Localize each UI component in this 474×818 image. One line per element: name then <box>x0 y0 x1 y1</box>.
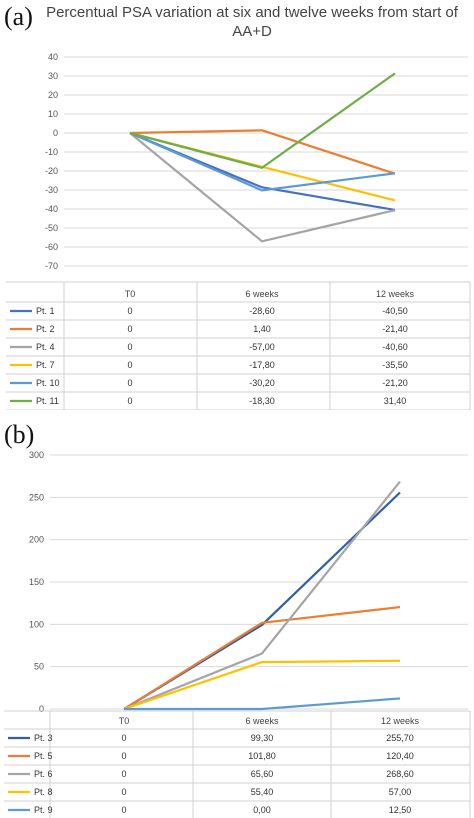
chart-b-data-label: 57,00 <box>389 787 412 797</box>
chart-b-y-tick-label: 100 <box>29 619 44 629</box>
panel-a-letter: (a) <box>4 2 33 31</box>
chart-a-y-tick-label: -60 <box>45 242 58 252</box>
chart-a-legend-label: Pt. 11 <box>36 396 59 406</box>
chart-b-legend-label: Pt. 6 <box>34 769 53 779</box>
chart-b-data-label: 99,30 <box>251 733 274 743</box>
chart-a-data-label: -30,20 <box>249 378 275 388</box>
chart-a-legend-label: Pt. 4 <box>36 342 55 352</box>
chart-b-legend-label: Pt. 8 <box>34 787 53 797</box>
chart-a-y-tick-label: -30 <box>45 185 58 195</box>
chart-a-series-line-pt-2 <box>129 129 396 175</box>
chart-b-data-label: 0 <box>121 805 126 815</box>
chart-a-y-tick-label: -70 <box>45 261 58 271</box>
chart-b-series-line-pt-3 <box>123 491 401 710</box>
chart-b-data-label: 255,70 <box>386 733 414 743</box>
chart-b-data-label: 55,40 <box>251 787 274 797</box>
chart-a-data-label: 0 <box>127 396 132 406</box>
chart-a-legend-label: Pt. 10 <box>36 378 60 388</box>
chart-b-data-label: 268,60 <box>386 769 414 779</box>
chart-a-data-label: 0 <box>127 324 132 334</box>
chart-a-y-tick-label: -50 <box>45 223 58 233</box>
chart-a-y-tick-label: -40 <box>45 204 58 214</box>
chart-b-data-label: 101,80 <box>248 751 276 761</box>
chart-b-data-label: 0 <box>121 769 126 779</box>
chart-a-title: Percentual PSA variation at six and twel… <box>46 4 458 40</box>
chart-b-y-tick-label: 200 <box>29 535 44 545</box>
chart-b-data-label: 65,60 <box>251 769 274 779</box>
chart-a-category-label: 12 weeks <box>376 289 415 299</box>
chart-a-y-tick-label: 40 <box>48 52 58 62</box>
chart-a-y-tick-label: 0 <box>53 128 58 138</box>
panel-b-letter: (b) <box>4 420 35 449</box>
chart-a-data-label: 0 <box>127 378 132 388</box>
chart-b-data-label: 0 <box>121 751 126 761</box>
chart-a-data-label: -17,80 <box>249 360 275 370</box>
chart-a-y-tick-label: -10 <box>45 147 58 157</box>
chart-a-data-label: 0 <box>127 306 132 316</box>
chart-a-data-label: -40,60 <box>382 342 408 352</box>
chart-b-data-label: 0 <box>121 733 126 743</box>
chart-a-data-label: -35,50 <box>382 360 408 370</box>
chart-a-data-label: 0 <box>127 360 132 370</box>
chart-a-data-label: 0 <box>127 342 132 352</box>
chart-b-series-line-pt-8 <box>123 659 401 711</box>
chart-a-y-tick-label: 10 <box>48 109 58 119</box>
chart-b-data-label: 12,50 <box>389 805 412 815</box>
chart-a-y-tick-label: -20 <box>45 166 58 176</box>
chart-b-y-tick-label: 50 <box>34 662 44 672</box>
chart-b-legend-label: Pt. 9 <box>34 805 53 815</box>
chart-a-category-label: T0 <box>125 289 136 299</box>
chart-b-series-line-pt-6 <box>123 480 401 711</box>
chart-a-data-label: 31,40 <box>384 396 407 406</box>
chart-b-category-label: 12 weeks <box>381 716 420 726</box>
chart-b-series-line-pt-5 <box>123 605 401 710</box>
chart-a: 40 30 20 10 0 -10 -20 -30 -40 -50 -60 -70 T0 6 weeks 1… <box>6 52 471 410</box>
chart-a-category-label: 6 weeks <box>245 289 279 299</box>
chart-a-y-tick-label: 30 <box>48 71 58 81</box>
chart-a-legend-label: Pt. 1 <box>36 306 55 316</box>
chart-a-data-label: -28,60 <box>249 306 275 316</box>
chart-b-legend-label: Pt. 3 <box>34 733 53 743</box>
chart-b-category-label: 6 weeks <box>245 716 279 726</box>
chart-b-legend-label: Pt. 5 <box>34 751 53 761</box>
chart-a-legend-label: Pt. 2 <box>36 324 55 334</box>
chart-b-category-label: T0 <box>119 716 130 726</box>
chart-a-series-line-pt-4 <box>129 132 396 243</box>
chart-a-data-label: 1,40 <box>253 324 271 334</box>
chart-b-y-tick-label: 0 <box>39 704 44 714</box>
chart-b-y-tick-label: 300 <box>29 450 44 460</box>
chart-b-data-label: 120,40 <box>386 751 414 761</box>
chart-b-y-tick-label: 250 <box>29 492 44 502</box>
chart-a-legend-label: Pt. 7 <box>36 360 55 370</box>
chart-b-data-label: 0 <box>121 787 126 797</box>
chart-a-series-line-pt-10 <box>129 131 396 192</box>
chart-a-data-label: -21,20 <box>382 378 408 388</box>
chart-a-data-label: -21,40 <box>382 324 408 334</box>
chart-a-data-label: -40,50 <box>382 306 408 316</box>
chart-b-data-label: 0,00 <box>253 805 271 815</box>
chart-a-y-tick-label: 20 <box>48 90 58 100</box>
chart-a-series-line-pt-11 <box>129 72 396 169</box>
chart-a-data-label: -57,00 <box>249 342 275 352</box>
chart-b-y-tick-label: 150 <box>29 577 44 587</box>
chart-a-data-label: -18,30 <box>249 396 275 406</box>
chart-b-series-line-pt-9 <box>124 697 401 711</box>
